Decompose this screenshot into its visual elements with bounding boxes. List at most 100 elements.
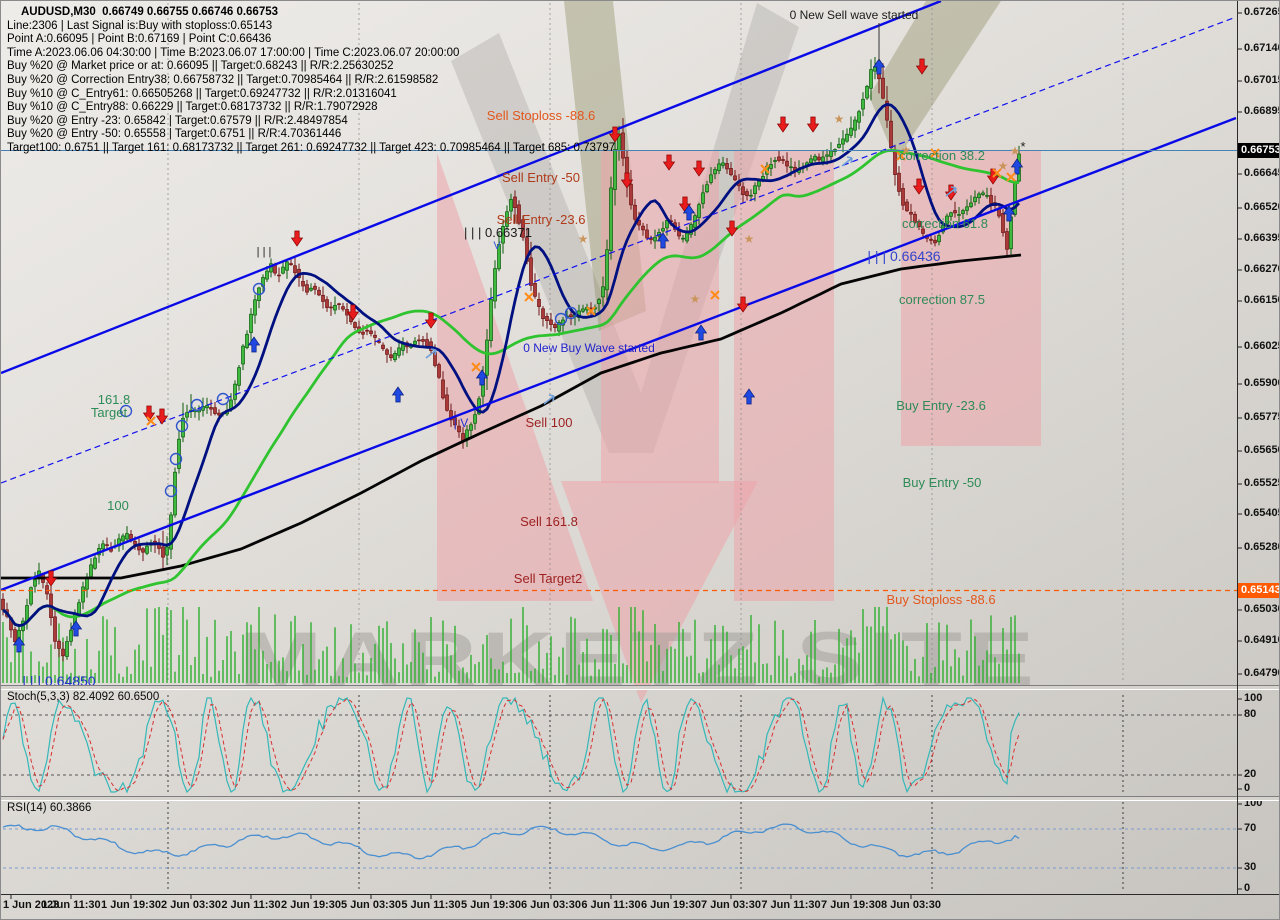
circle-marker-icon [169, 452, 183, 466]
chart-annotation: Buy Entry -23.6 [896, 398, 986, 413]
buy-arrow-icon [694, 324, 708, 341]
x-mark-icon [992, 168, 1002, 178]
sell-arrow-icon [142, 405, 156, 422]
buy-arrow-icon [391, 386, 405, 403]
chart-info-line: Buy %10 @ C_Entry88: 0.66229 || Target:0… [7, 101, 378, 114]
sell-arrow-icon [290, 230, 304, 247]
x-mark-icon [471, 362, 481, 372]
price-axis-label: 0.65900 [1244, 377, 1280, 389]
chart-annotation: | | | 0.66436 [867, 248, 941, 264]
chart-annotation: Target [90, 405, 128, 420]
chart-info-line: Target100: 0.6751 || Target 161: 0.68173… [7, 142, 616, 154]
time-axis-label: 7 Jun 11:30 [761, 899, 821, 911]
time-axis-label: 1 Jun 19:30 [101, 899, 161, 911]
buy-arrow-icon [742, 388, 756, 405]
sell-arrow-icon [915, 58, 929, 75]
sell-arrow-icon [662, 154, 676, 171]
price-axis-label: 0.64910 [1244, 634, 1280, 646]
stoch-d-value: 60.6500 [117, 691, 160, 703]
buy-arrow-icon [12, 636, 26, 653]
rsi-panel-separator[interactable] [1, 796, 1279, 801]
buy-arrow-icon [475, 369, 489, 386]
channel-lower[interactable] [1, 116, 1237, 592]
circle-marker-icon [164, 484, 178, 498]
price-axis-label: 0.67140 [1244, 42, 1280, 54]
price-scale[interactable] [1238, 1, 1279, 894]
chart-info-line: Buy %20 @ Market price or at: 0.66095 ||… [7, 60, 394, 73]
buy-arrow-icon [69, 620, 83, 637]
sell-arrow-icon [678, 196, 692, 213]
price-axis-label: 0.65525 [1244, 477, 1280, 489]
circle-marker-icon [554, 312, 568, 326]
chart-info-line: Buy %10 @ C_Entry61: 0.66505268 || Targe… [7, 87, 397, 100]
chart-info-line: Buy %20 @ Entry -50: 0.65558 | Target:0.… [7, 128, 342, 141]
chart-annotation: Buy Entry -50 [902, 475, 982, 490]
stoch-axis-label: 80 [1244, 708, 1257, 720]
circle-marker-icon [190, 398, 204, 412]
signal-markers: ★★★★★★★ [12, 23, 1024, 653]
x-mark-icon [586, 306, 596, 316]
chart-annotation: 0 New Buy Wave started [523, 341, 655, 355]
chart-info-line: Buy %20 @ Correction Entry38: 0.66758732… [7, 74, 439, 86]
stoch-k-value: 82.4092 [72, 691, 115, 703]
time-axis-label: 2 Jun 11:30 [221, 899, 281, 911]
x-mark-icon [710, 290, 720, 300]
time-axis-label: 7 Jun 19:30 [821, 899, 881, 911]
chart-annotation: Sell 100 [525, 415, 573, 430]
time-axis-label: 5 Jun 19:30 [461, 899, 521, 911]
time-axis-divider [1, 894, 1279, 895]
sell-arrow-icon [346, 304, 360, 321]
sell-arrow-icon [776, 116, 790, 133]
price-axis-label: 0.65280 [1244, 541, 1280, 553]
chart-annotation: 161.8 [97, 392, 131, 407]
star-icon: ★ [834, 112, 845, 126]
time-axis-label: 2 Jun 03:30 [161, 899, 221, 911]
flag-arrow-icon [945, 186, 957, 197]
stoch-indicator-label: Stoch(5,3,3) 82.4092 60.6500 [7, 691, 159, 703]
circle-marker-icon [119, 404, 133, 418]
buy-arrow-icon [872, 58, 886, 75]
chart-annotation: Sell 161.8 [520, 514, 578, 529]
buy-arrow-icon [1002, 205, 1016, 222]
rsi-value: 60.3866 [49, 802, 92, 814]
star-icon: ★ [998, 159, 1009, 173]
sell-arrow-icon [806, 116, 820, 133]
chart-info-line: Buy %20 @ Entry -23: 0.65842 | Target:0.… [7, 114, 348, 127]
chart-annotation: Sell Entry -23.6 [496, 212, 586, 227]
time-scale[interactable] [1, 895, 1279, 919]
star-icon: ★ [578, 232, 589, 246]
chart-annotation: correction 61.8 [902, 216, 988, 231]
chart-info-line: Time A:2023.06.06 04:30:00 | Time B:2023… [7, 46, 460, 59]
price-axis-label: 0.66395 [1244, 232, 1280, 244]
sell-arrow-icon [620, 172, 634, 189]
stoch-name: Stoch(5,3,3) [7, 691, 70, 703]
time-axis-label: 5 Jun 03:30 [341, 899, 401, 911]
x-mark-icon [930, 148, 940, 158]
price-axis-label: 0.66520 [1244, 201, 1280, 213]
sell-arrow-icon [155, 408, 169, 425]
stoch-panel-separator[interactable] [1, 685, 1279, 690]
chart-annotation: Sell Entry -50 [501, 170, 581, 185]
stoch-k-line [2, 695, 1020, 794]
time-axis-label: 2 Jun 19:30 [281, 899, 341, 911]
buy-arrow-icon [682, 204, 696, 221]
time-axis-label: 5 Jun 11:30 [401, 899, 461, 911]
sell-arrow-icon [725, 220, 739, 237]
rsi-axis-label: 70 [1244, 822, 1257, 834]
price-axis-label: 0.66645 [1244, 167, 1280, 179]
ma-slow-black [1, 253, 1022, 580]
time-axis-label: 6 Jun 11:30 [581, 899, 641, 911]
time-axis-label: 7 Jun 03:30 [701, 899, 761, 911]
flag-arrow-icon [543, 394, 555, 405]
channel-upper[interactable] [1, 1, 942, 375]
period-separators [167, 3, 1124, 891]
x-mark-icon [146, 416, 156, 426]
chart-annotation: V [493, 240, 501, 252]
current-price-tag: 0.66753 [1238, 143, 1279, 158]
chart-annotation: | | | [256, 246, 272, 258]
stoch-axis-label: 0 [1244, 782, 1251, 794]
chart-annotation: Sell Stoploss -88.6 [486, 108, 596, 123]
time-axis-label: 6 Jun 19:30 [641, 899, 701, 911]
volume-bars [2, 607, 1020, 683]
